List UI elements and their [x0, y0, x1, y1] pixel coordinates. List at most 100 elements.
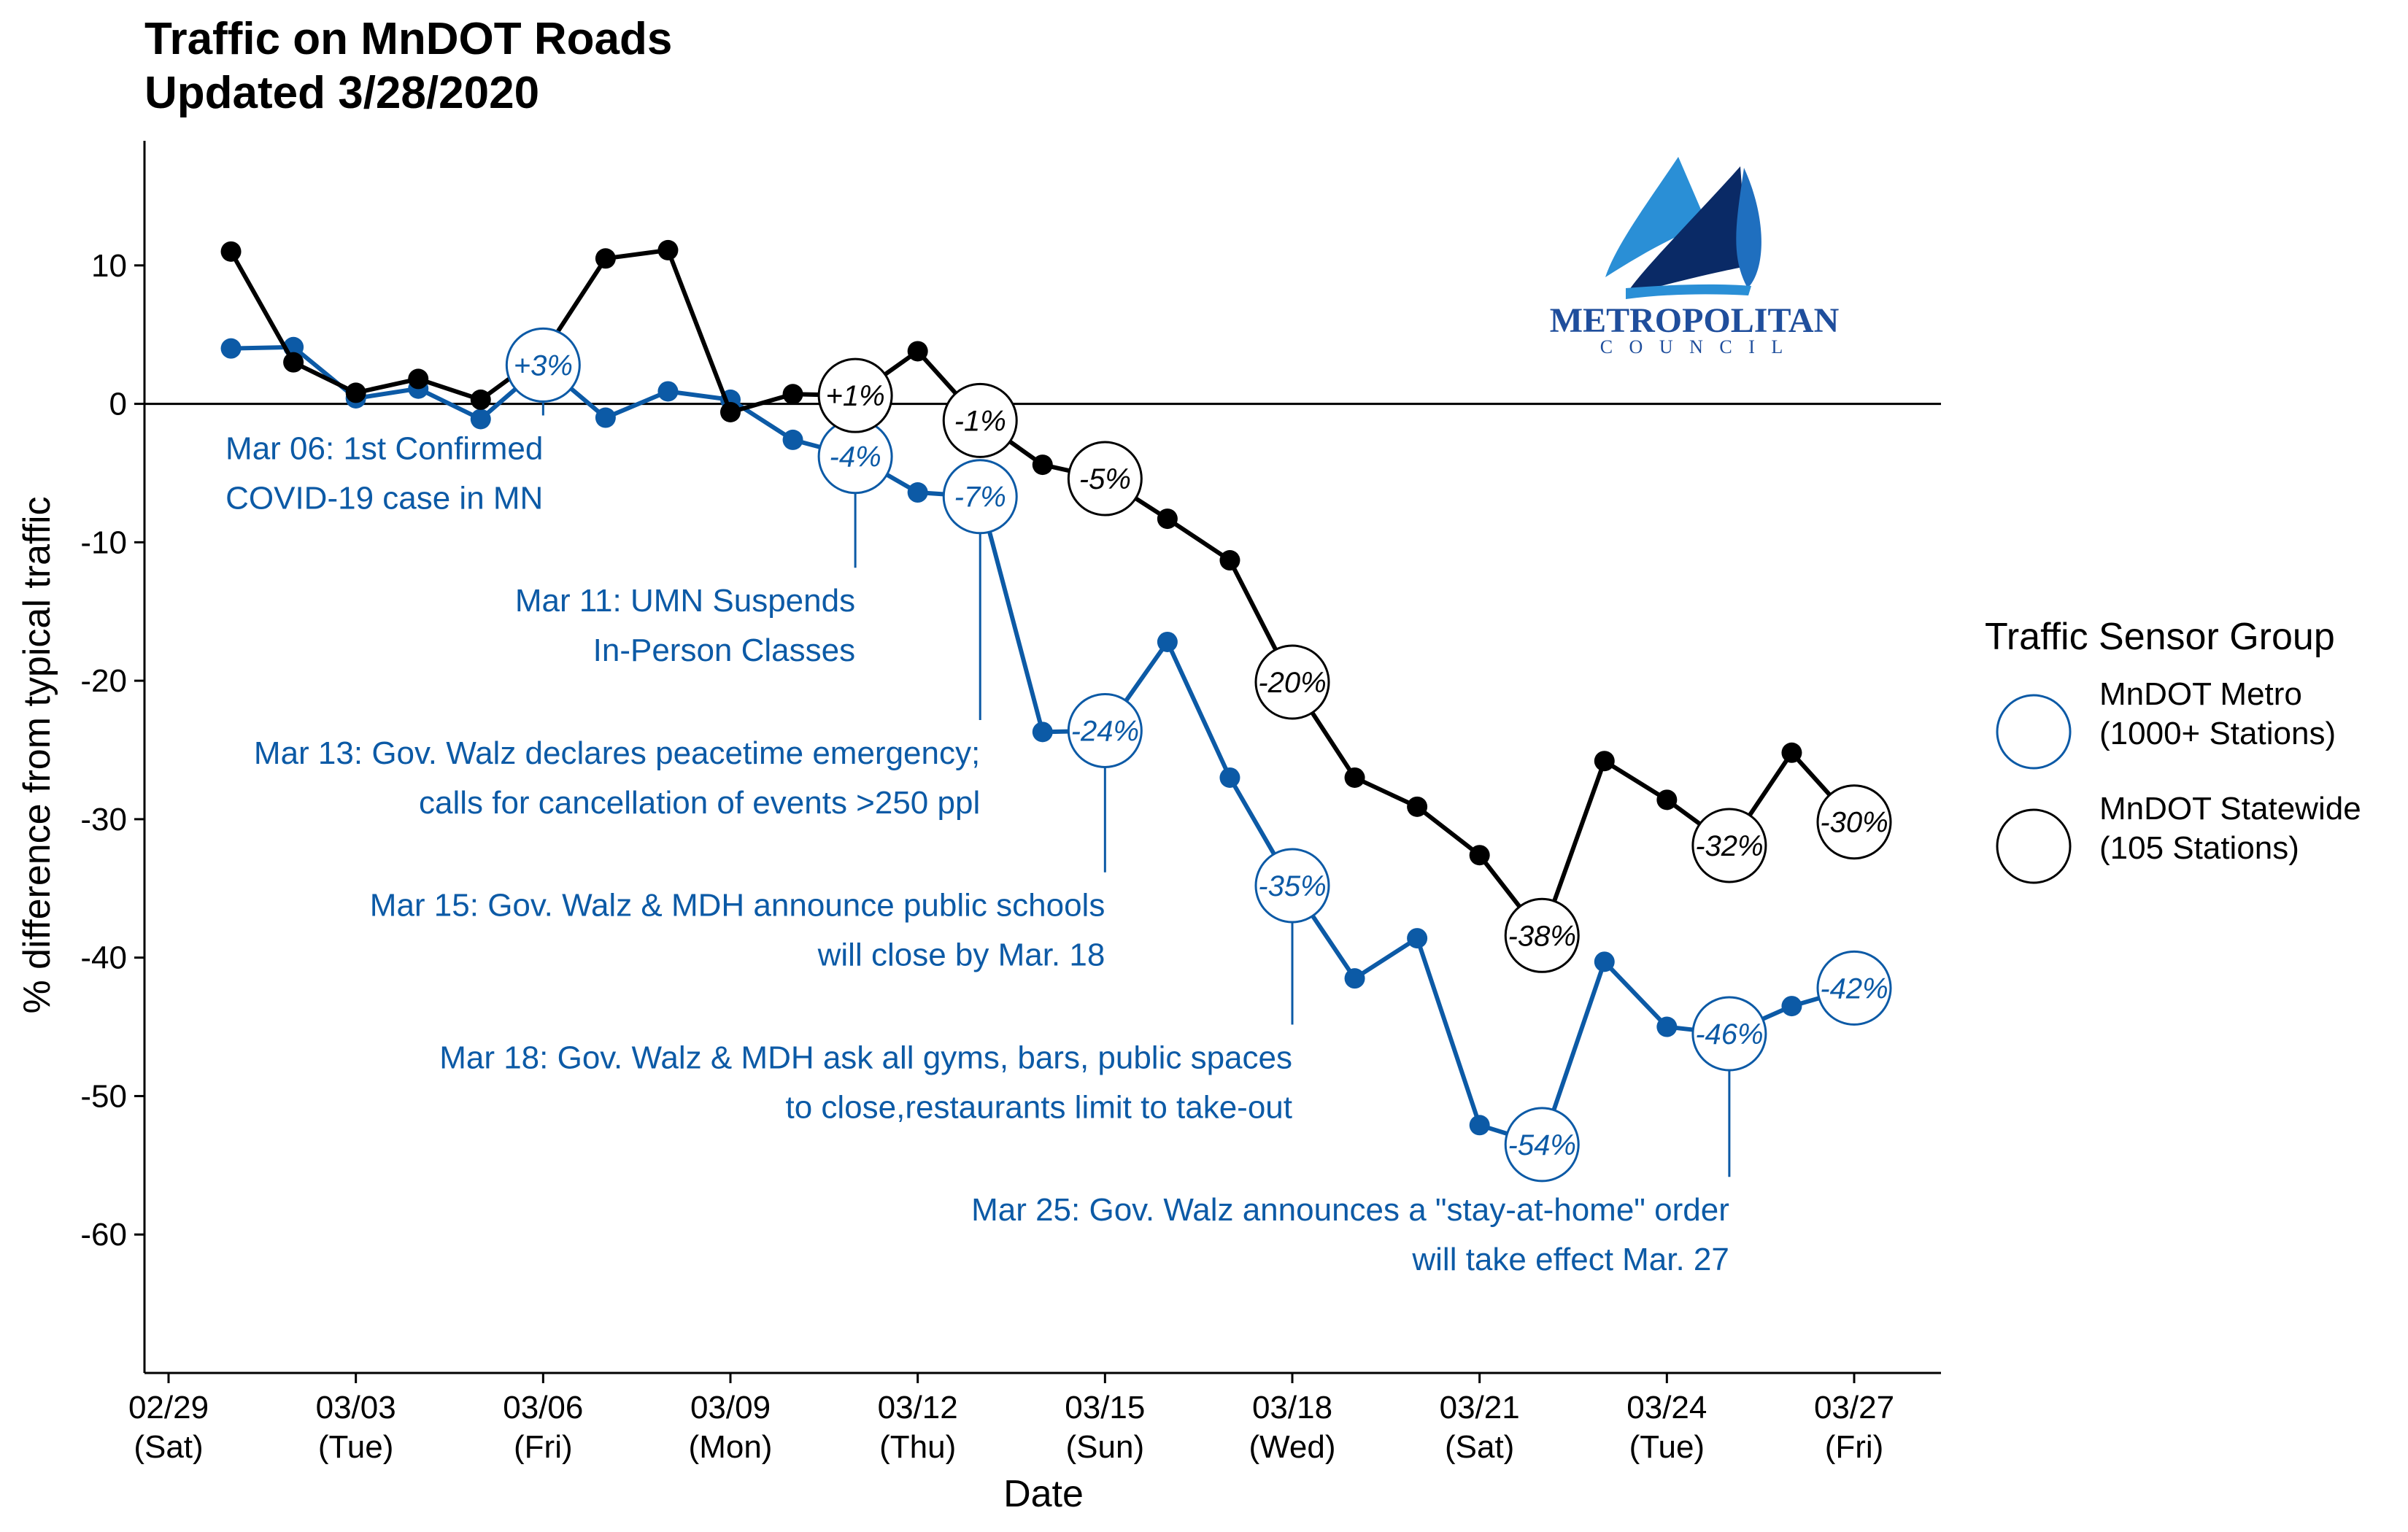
data-point — [1157, 508, 1178, 530]
point-label-text: -54% — [1508, 1129, 1576, 1161]
legend-title: Traffic Sensor Group — [1985, 616, 2335, 658]
data-point — [657, 239, 679, 260]
data-point — [1344, 968, 1365, 989]
data-point — [283, 352, 304, 373]
legend-label-metro: MnDOT Metro — [2099, 676, 2302, 712]
point-label-text: -46% — [1695, 1018, 1763, 1051]
data-point — [220, 338, 242, 359]
data-point — [470, 409, 491, 430]
data-point — [1656, 1016, 1678, 1037]
data-point — [1219, 550, 1240, 571]
point-label-text: +3% — [514, 349, 573, 382]
data-point — [1781, 742, 1802, 763]
point-label-text: +1% — [826, 380, 885, 412]
point-label-bubble — [1504, 897, 1580, 973]
data-point — [1344, 767, 1365, 788]
annotation-text: Mar 18: Gov. Walz & MDH ask all gyms, ba… — [439, 1040, 1292, 1075]
data-point — [782, 429, 803, 450]
y-tick-label: 10 — [91, 248, 127, 284]
x-tick-label: 03/06 — [503, 1390, 583, 1425]
point-label-bubble — [1254, 848, 1330, 924]
x-tick-label: 02/29 — [128, 1390, 209, 1425]
x-tick-label: 03/12 — [878, 1390, 958, 1425]
data-point — [907, 341, 928, 362]
logo-wordmark: METROPOLITAN — [1550, 301, 1840, 340]
data-point — [470, 389, 491, 410]
annotation-text: calls for cancellation of events >250 pp… — [419, 785, 980, 821]
annotation-text: Mar 11: UMN Suspends — [515, 583, 855, 619]
point-label-text: -30% — [1820, 807, 1888, 839]
x-tick-label: 03/03 — [316, 1390, 396, 1425]
point-label-text: -4% — [830, 441, 881, 473]
data-point — [1219, 767, 1240, 788]
data-point — [1032, 454, 1053, 476]
data-point — [345, 382, 366, 403]
legend-key-metro — [1996, 694, 2072, 770]
x-tick-label: 03/21 — [1440, 1390, 1520, 1425]
legend: Traffic Sensor Group MnDOT Metro (1000+ … — [1985, 616, 2361, 884]
annotation-text: Mar 13: Gov. Walz declares peacetime eme… — [254, 735, 980, 771]
x-tick-label: 03/18 — [1252, 1390, 1332, 1425]
data-point — [1157, 631, 1178, 652]
point-label-bubble — [942, 459, 1018, 535]
data-point — [1032, 721, 1053, 743]
metropolitan-council-logo: METROPOLITAN C O U N C I L — [1550, 157, 1840, 357]
data-point — [1407, 796, 1428, 817]
event-annotations: Mar 06: 1st Confirmed COVID-19 case in MN… — [225, 394, 1731, 1277]
point-label-text: -5% — [1079, 463, 1131, 495]
x-tick-day-label: (Wed) — [1249, 1429, 1336, 1465]
x-tick-label: 03/24 — [1626, 1390, 1707, 1425]
point-label-bubble — [1504, 1107, 1580, 1183]
legend-label-statewide: MnDOT Statewide — [2099, 791, 2361, 827]
y-tick-label: -60 — [80, 1217, 127, 1253]
data-point — [782, 384, 803, 405]
x-tick-label: 03/09 — [690, 1390, 771, 1425]
point-label-text: -35% — [1258, 870, 1326, 902]
annotation-text: COVID-19 case in MN — [225, 480, 543, 516]
logo-subwordmark: C O U N C I L — [1600, 336, 1789, 357]
annotation-text: Mar 25: Gov. Walz announces a "stay-at-h… — [971, 1192, 1729, 1228]
legend-sublabel-statewide: (105 Stations) — [2099, 830, 2299, 866]
y-tick-label: -20 — [80, 663, 127, 699]
x-axis-title: Date — [1003, 1473, 1084, 1515]
chart-title: Traffic on MnDOT Roads — [144, 14, 672, 64]
legend-sublabel-metro: (1000+ Stations) — [2099, 716, 2336, 751]
data-point — [1781, 996, 1802, 1017]
x-tick-day-label: (Tue) — [1629, 1429, 1705, 1465]
x-tick-day-label: (Sun) — [1066, 1429, 1145, 1465]
y-tick-label: -40 — [80, 940, 127, 976]
x-tick-day-label: (Sat) — [1445, 1429, 1514, 1465]
x-tick-day-label: (Mon) — [689, 1429, 773, 1465]
data-point — [720, 401, 741, 422]
data-point — [1656, 789, 1678, 811]
chart-subtitle: Updated 3/28/2020 — [144, 68, 539, 118]
point-label-bubble — [817, 357, 893, 433]
data-point — [1407, 928, 1428, 949]
y-tick-label: -30 — [80, 802, 127, 837]
logo-swoosh-shape — [1626, 284, 1751, 299]
data-point — [1469, 845, 1490, 866]
y-tick-label: -10 — [80, 525, 127, 560]
point-label-bubble — [1067, 441, 1143, 517]
y-tick-label: -50 — [80, 1078, 127, 1114]
point-label-text: -38% — [1508, 920, 1576, 952]
annotation-text: to close,restaurants limit to take-out — [785, 1089, 1292, 1125]
data-point — [408, 368, 429, 390]
logo-swoosh-shape — [1736, 168, 1761, 288]
axis-ticks: 10 0 -10 -20 -30 -40 -50 -60 02/29 (Sat) 03/03 (Tue… — [80, 248, 1894, 1465]
point-label-text: -1% — [954, 405, 1006, 437]
point-label-bubble — [942, 382, 1018, 458]
annotation-text: Mar 15: Gov. Walz & MDH announce public … — [370, 888, 1105, 924]
annotation-text: Mar 06: 1st Confirmed — [225, 430, 543, 466]
series-group — [220, 239, 1864, 1155]
data-point — [595, 407, 616, 428]
x-tick-day-label: (Fri) — [514, 1429, 573, 1465]
x-tick-label: 03/27 — [1814, 1390, 1894, 1425]
y-axis-title: % difference from typical traffic — [16, 496, 58, 1013]
point-label-bubble — [1691, 996, 1767, 1072]
data-point — [595, 248, 616, 269]
point-label-bubble — [1816, 950, 1892, 1026]
y-tick-label: 0 — [109, 387, 127, 422]
x-tick-day-label: (Fri) — [1825, 1429, 1884, 1465]
